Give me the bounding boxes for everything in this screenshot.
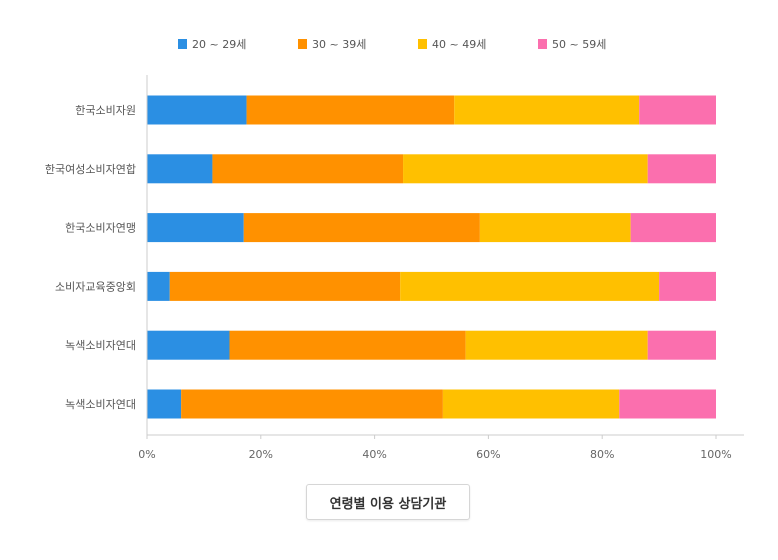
bar-segment [442,389,620,419]
legend-label: 20 ~ 29세 [192,38,246,51]
bar-segment [246,95,455,125]
bar-segment [403,154,648,184]
legend-swatch [538,39,547,49]
bar-segment [465,330,648,360]
x-tick-label: 0% [138,448,155,461]
bar-segment [630,213,716,243]
bar-segment [147,330,230,360]
bar-segment [212,154,404,184]
bar-segment [147,154,213,184]
bar-segment [479,213,631,243]
bar-segment [181,389,443,419]
category-label: 한국소비자원 [75,104,136,117]
bar-segment [659,271,716,301]
x-tick-label: 80% [590,448,614,461]
bar-segment [454,95,640,125]
bar-segment [147,95,247,125]
bar-segment [639,95,716,125]
stacked-bar-chart: 20 ~ 29세 30 ~ 39세 40 ~ 49세 50 ~ 59세 한국소비자원한… [45,38,744,461]
x-tick-label: 100% [700,448,731,461]
bar-segment [400,271,660,301]
chart-caption-button[interactable]: 연령별 이용 상담기관 [306,484,470,520]
plot-area: 한국소비자원한국여성소비자연합한국소비자연맹소비자교육중앙회녹색소비자연대녹색소… [45,95,716,419]
bar-segment [619,389,716,419]
legend-label: 30 ~ 39세 [312,38,366,51]
legend-swatch [298,39,307,49]
x-tick-label: 20% [249,448,273,461]
x-tick-label: 60% [476,448,500,461]
category-label: 한국여성소비자연합 [45,163,136,176]
bar-segment [147,213,244,243]
bar-segment [229,330,466,360]
axes: 0% 20% 40% 60% 80% 100% [138,75,744,461]
x-tick-label: 40% [362,448,386,461]
bar-segment [647,330,716,360]
bar-segment [147,389,182,419]
category-label: 한국소비자연맹 [65,222,136,235]
bar-segment [647,154,716,184]
chart-caption: 연령별 이용 상담기관 [329,496,447,512]
legend: 20 ~ 29세 30 ~ 39세 40 ~ 49세 50 ~ 59세 [178,38,606,51]
legend-swatch [178,39,187,49]
category-label: 소비자교육중앙회 [55,280,136,293]
legend-label: 50 ~ 59세 [552,38,606,51]
category-label: 녹색소비자연대 [65,339,136,352]
bar-segment [147,271,170,301]
legend-label: 40 ~ 49세 [432,38,486,51]
legend-swatch [418,39,427,49]
category-label: 녹색소비자연대 [65,398,136,411]
bar-segment [169,271,401,301]
bar-segment [243,213,480,243]
